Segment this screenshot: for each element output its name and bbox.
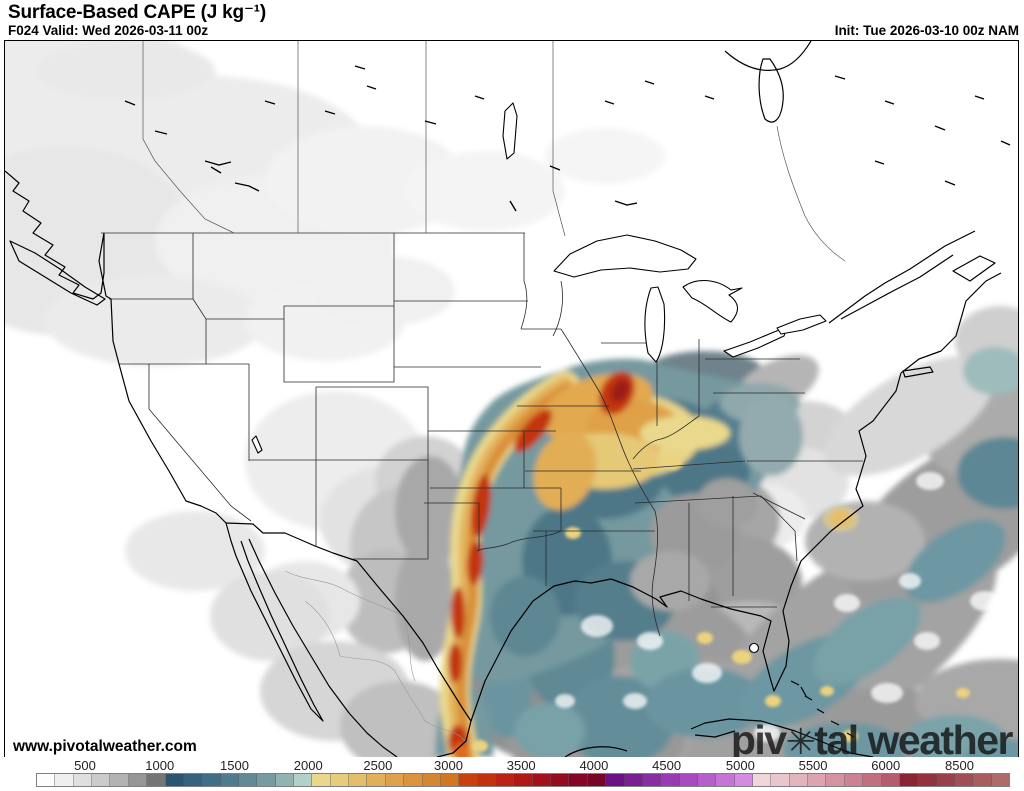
colorbar-cell (899, 774, 919, 786)
colorbar-cell (477, 774, 496, 786)
page-title: Surface-Based CAPE (J kg⁻¹) (8, 2, 267, 23)
colorbar-cell (569, 774, 588, 786)
colorbar-cell (238, 774, 258, 786)
colorbar-cell (551, 774, 570, 786)
colorbar-cell (459, 774, 478, 786)
colorbar-cell (661, 774, 680, 786)
great-lakes (251, 102, 827, 654)
colorbar-tick-label: 5500 (798, 758, 828, 773)
watermark-text-right: tal weather (814, 717, 1013, 763)
colorbar-cell (312, 774, 331, 786)
colorbar-cell (587, 774, 607, 786)
colorbar-cell (789, 774, 809, 786)
colorbar-tick-label: 3000 (434, 758, 463, 773)
valid-time-label: F024 Valid: Wed 2026-03-11 00z (8, 23, 209, 38)
colorbar-cell (844, 774, 864, 786)
colorbar-tick-label: 4000 (579, 758, 609, 773)
mexico-state-borders (284, 570, 466, 742)
colorbar-cell (183, 774, 203, 786)
colorbar-cell (606, 774, 625, 786)
colorbar-cell (37, 774, 56, 786)
colorbar-cell (624, 774, 643, 786)
cape-spots (472, 456, 1000, 752)
colorbar-cell (330, 774, 350, 786)
pivotalweather-watermark: piv✳tal weather (730, 717, 1014, 763)
colorbar-tick-label: 1500 (220, 758, 249, 773)
colorbar-cell (826, 774, 845, 786)
colorbar-cell (954, 774, 974, 786)
colorbar-cell (753, 774, 772, 786)
colorbar-cell (716, 774, 735, 786)
colorbar-cell (385, 774, 405, 786)
colorbar-cell (991, 774, 1010, 786)
colorbar-cell (165, 774, 184, 786)
colorbar-tick-label: 2000 (293, 758, 323, 773)
colorbar-cell (679, 774, 698, 786)
colorbar-cell (367, 774, 386, 786)
colorbar-cell (881, 774, 900, 786)
coastlines (5, 41, 1002, 757)
colorbar-cell (808, 774, 827, 786)
colorbar-cell (220, 774, 239, 786)
watermark-text-left: piv (730, 717, 787, 763)
colorbar-tick-label: 4500 (652, 758, 682, 773)
colorbar-cell (294, 774, 313, 786)
colorbar-cell (110, 774, 129, 786)
colorbar-cell (973, 774, 992, 786)
colorbar-cell (532, 774, 552, 786)
colorbar-cells (36, 773, 1010, 787)
colorbar-cell (734, 774, 754, 786)
colorbar-tick-label: 8500 (945, 758, 974, 773)
colorbar-cell (514, 774, 533, 786)
colorbar-ticks: 500 1000 1500 2000 2500 3000 3500 4000 4500 5000 5… (0, 758, 1024, 773)
colorbar-cell (128, 774, 148, 786)
colorbar-tick-label: 6000 (871, 758, 901, 773)
province-borders (142, 41, 846, 262)
colorbar-tick-label: 5000 (725, 758, 755, 773)
weather-map (5, 41, 1018, 757)
colorbar-cell (404, 774, 423, 786)
init-time-label: Init: Tue 2026-03-10 00z NAM (834, 23, 1019, 38)
gear-icon: ✳ (785, 721, 816, 762)
colorbar-cell (863, 774, 882, 786)
colorbar-cell (349, 774, 368, 786)
map-panel: piv✳tal weather www.pivotalweather.com (4, 40, 1019, 763)
colorbar-tick-label: 3500 (506, 758, 536, 773)
colorbar-cell (73, 774, 93, 786)
colorbar-cell (257, 774, 276, 786)
colorbar-cell (642, 774, 662, 786)
colorbar-cell (422, 774, 441, 786)
colorbar-tick-label: 1000 (145, 758, 175, 773)
colorbar-cell (495, 774, 515, 786)
colorbar-cell (275, 774, 295, 786)
colorbar-cell (936, 774, 955, 786)
state-borders (101, 232, 863, 637)
colorbar-cell (147, 774, 166, 786)
colorbar-cell (918, 774, 937, 786)
small-lakes (124, 65, 1011, 212)
colorbar-tick-label: 500 (74, 758, 96, 773)
colorbar: 500 1000 1500 2000 2500 3000 3500 4000 4500 5000 5… (0, 757, 1024, 791)
colorbar-cell (697, 774, 717, 786)
colorbar-cell (202, 774, 221, 786)
colorbar-cell (55, 774, 74, 786)
cape-shading (5, 41, 1018, 757)
site-url-label: www.pivotalweather.com (10, 738, 200, 756)
colorbar-cell (92, 774, 111, 786)
colorbar-cell (771, 774, 790, 786)
colorbar-cell (440, 774, 460, 786)
colorbar-tick-label: 2500 (363, 758, 393, 773)
